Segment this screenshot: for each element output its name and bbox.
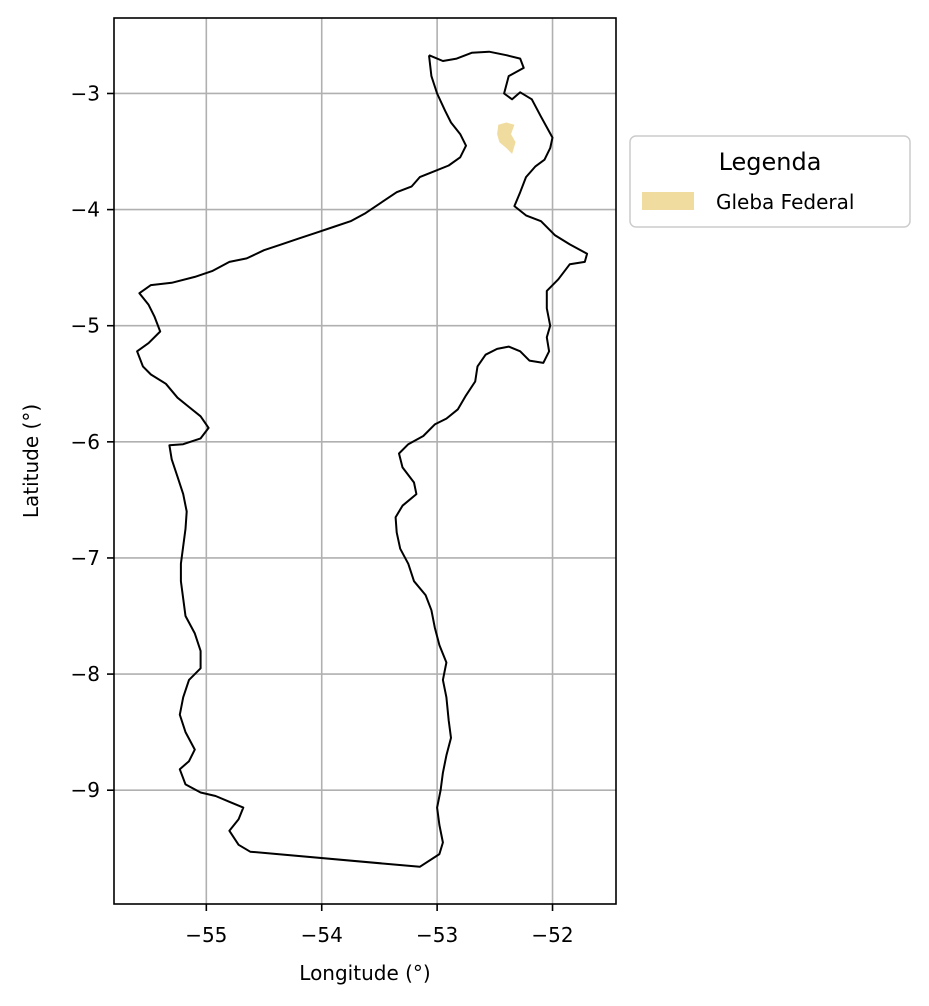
municipality-boundary xyxy=(136,50,589,868)
x-tick-label: −54 xyxy=(301,923,343,947)
gleba-federal-layer xyxy=(497,122,516,154)
plot-frame xyxy=(113,17,617,905)
x-axis-ticks: −55 −54 −53 −52 xyxy=(185,904,574,947)
y-tick-label: −6 xyxy=(71,430,100,454)
y-tick-label: −4 xyxy=(71,198,100,222)
grid-lines xyxy=(114,18,616,904)
legend-box xyxy=(629,135,911,228)
x-tick-label: −53 xyxy=(416,923,458,947)
y-axis-ticks: −3 −4 −5 −6 −7 −8 −9 xyxy=(71,81,114,802)
legend-swatch-gleba-federal xyxy=(642,192,694,210)
municipality-boundary-layer xyxy=(136,50,589,868)
gleba-federal-area xyxy=(497,122,516,154)
legend: Legenda Gleba Federal xyxy=(629,135,911,228)
x-axis-label: Longitude (°) xyxy=(299,961,430,985)
x-tick-label: −55 xyxy=(185,923,227,947)
y-tick-label: −9 xyxy=(71,778,100,802)
y-axis-label: Latitude (°) xyxy=(19,404,43,518)
y-tick-label: −3 xyxy=(71,81,100,105)
legend-entry-gleba-federal: Gleba Federal xyxy=(716,190,854,214)
y-tick-label: −8 xyxy=(71,662,100,686)
y-tick-label: −7 xyxy=(71,546,100,570)
y-tick-label: −5 xyxy=(71,314,100,338)
x-tick-label: −52 xyxy=(531,923,573,947)
legend-title: Legenda xyxy=(719,148,822,176)
